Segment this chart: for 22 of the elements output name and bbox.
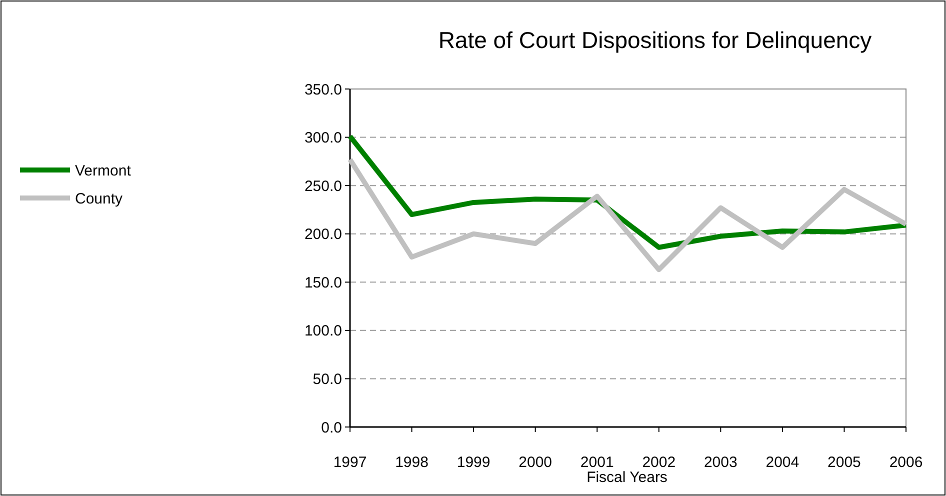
x-tick-label: 1997 bbox=[333, 454, 367, 471]
y-tick-label: 150.0 bbox=[304, 274, 342, 292]
y-tick-label: 0.0 bbox=[321, 419, 342, 436]
x-tick-label: 1998 bbox=[395, 454, 428, 471]
x-tick-label: 2004 bbox=[766, 454, 800, 471]
x-tick-label: 2005 bbox=[828, 454, 861, 471]
legend-label: Vermont bbox=[75, 162, 132, 180]
x-tick-label: 2002 bbox=[642, 454, 676, 471]
x-tick-label: 1999 bbox=[456, 454, 490, 471]
y-tick-label: 200.0 bbox=[304, 226, 342, 244]
y-tick-label: 250.0 bbox=[304, 178, 342, 195]
x-tick-label: 2006 bbox=[889, 454, 923, 471]
x-axis-title: Fiscal Years bbox=[586, 469, 668, 486]
y-tick-label: 50.0 bbox=[312, 370, 342, 388]
y-tick-label: 350.0 bbox=[304, 81, 342, 98]
x-tick-label: 2003 bbox=[704, 454, 738, 471]
y-tick-label: 100.0 bbox=[304, 322, 342, 340]
y-tick-label: 300.0 bbox=[304, 130, 342, 147]
legend-label: County bbox=[75, 190, 124, 208]
x-tick-label: 2000 bbox=[518, 454, 552, 471]
chart-title: Rate of Court Dispositions for Delinquency bbox=[438, 27, 872, 53]
x-tick-label: 2001 bbox=[580, 454, 614, 471]
